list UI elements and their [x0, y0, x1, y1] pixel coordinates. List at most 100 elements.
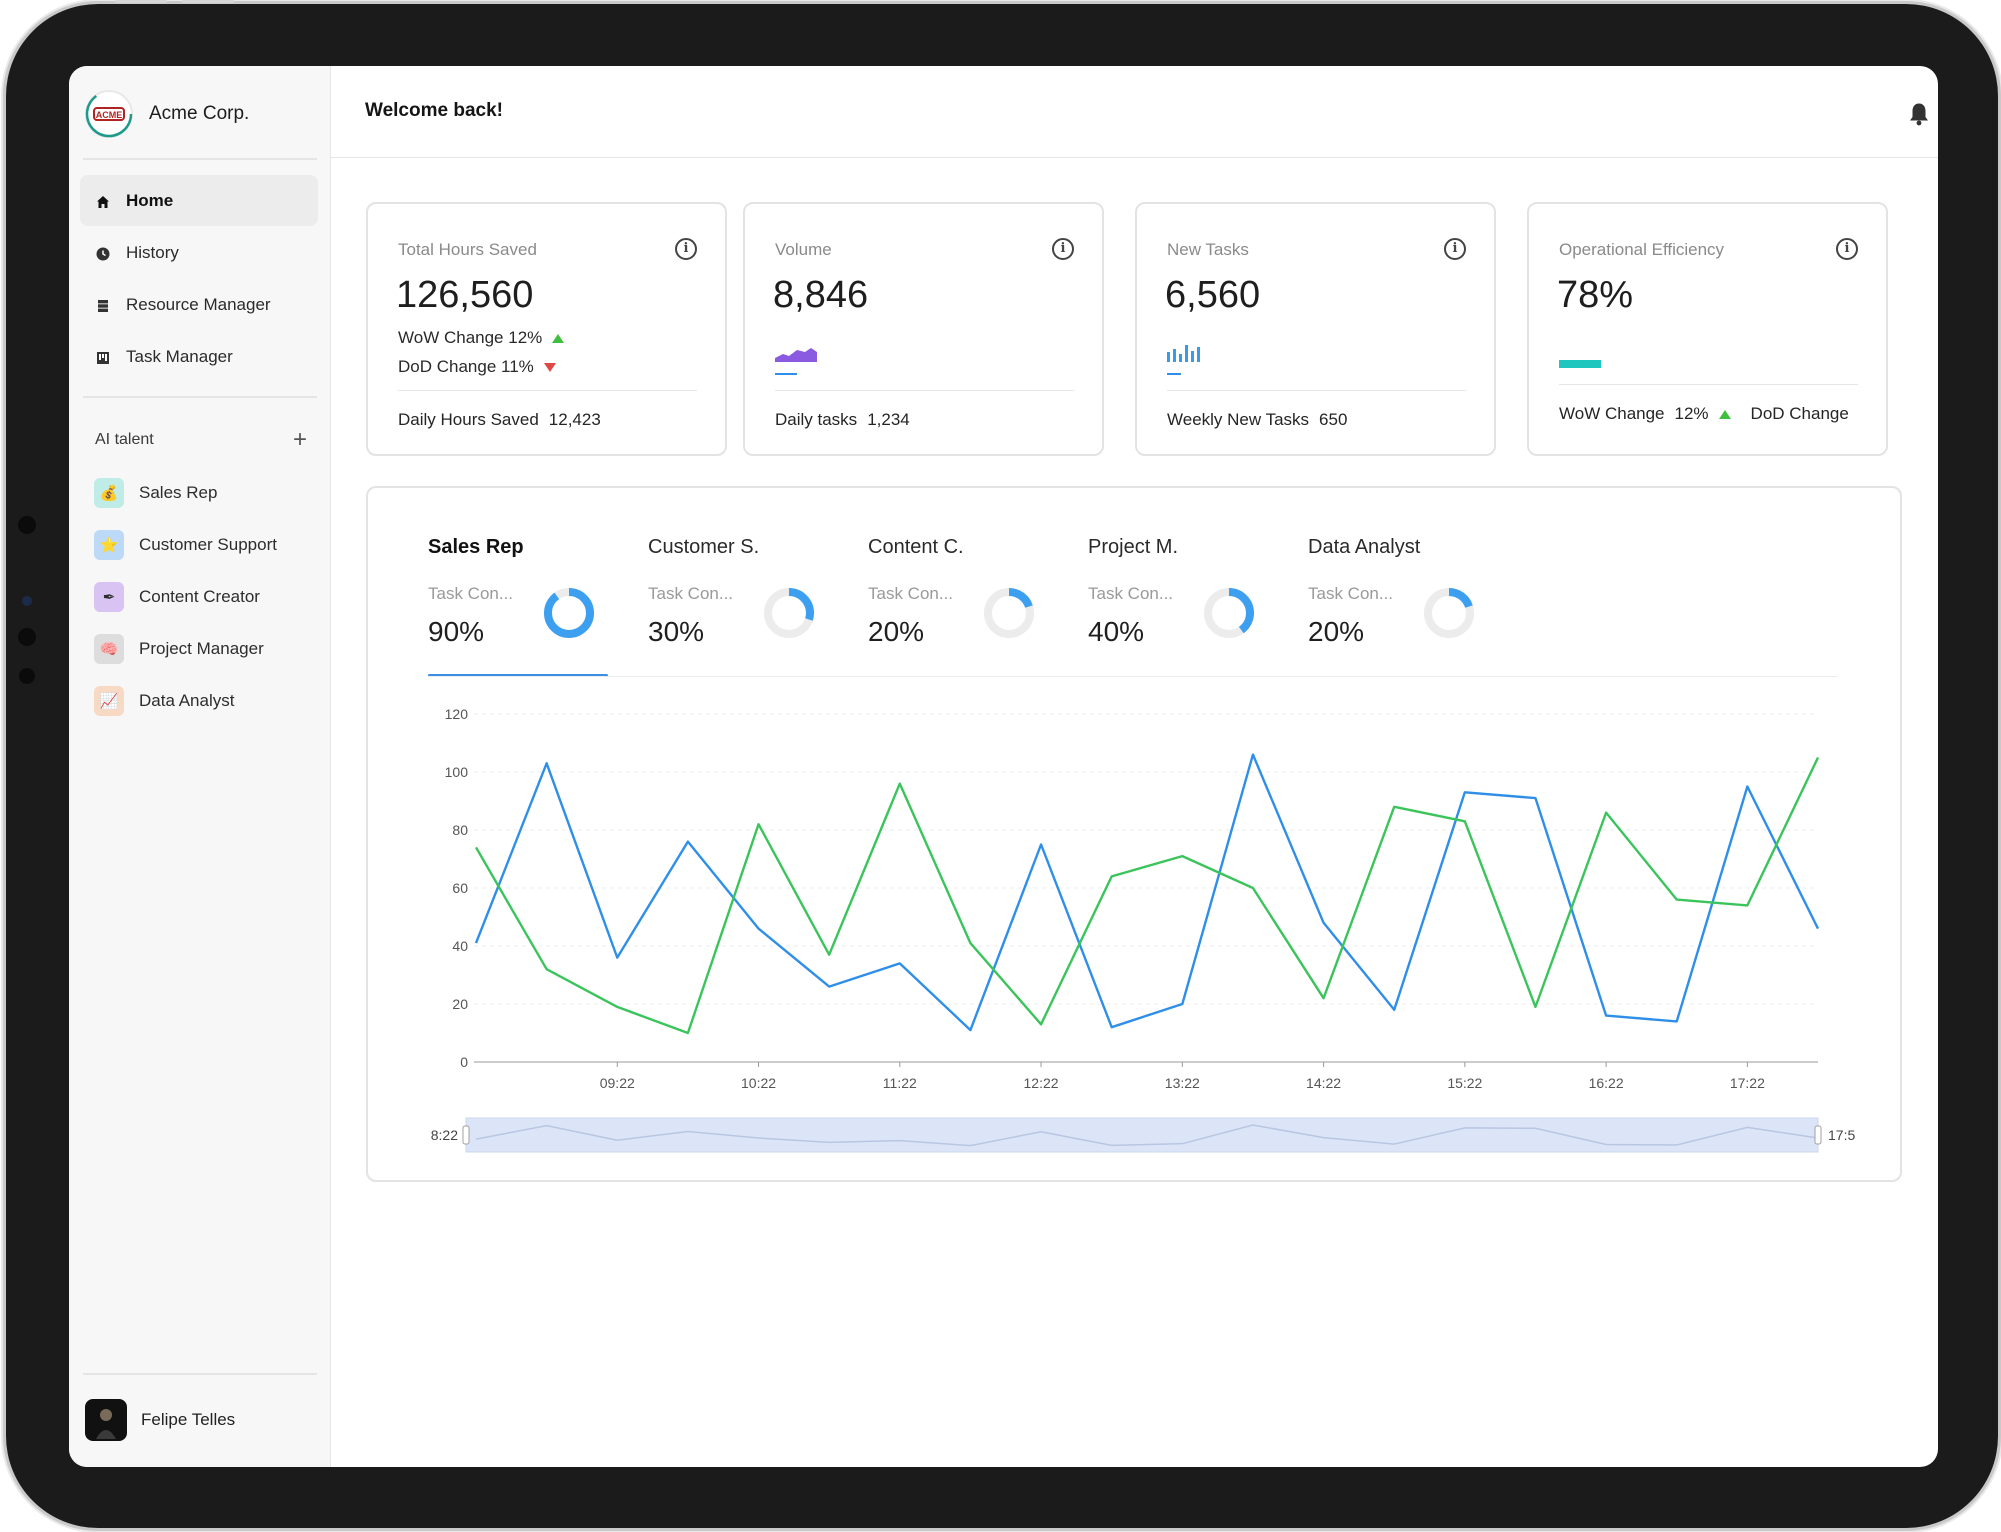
tab-name: Data Analyst	[1308, 536, 1421, 558]
stat-card-new-tasks: New Tasks i 6,560 Weekly New Tasks 650	[1135, 202, 1496, 456]
nav-item-home[interactable]: Home	[80, 175, 318, 226]
talent-label: Data Analyst	[139, 691, 235, 710]
sensor-dot	[18, 516, 36, 534]
nav-label: History	[126, 242, 179, 262]
divider	[83, 1373, 317, 1375]
foot-label: Daily Hours Saved	[398, 410, 539, 429]
hardware-button	[182, 0, 234, 3]
card-value: 78%	[1557, 274, 1634, 316]
tab-metric-label: Task Con...	[1088, 584, 1174, 603]
trend-up-icon	[1718, 409, 1731, 419]
ai-talent-header: AI talent +	[95, 428, 307, 452]
card-divider	[1167, 390, 1466, 391]
star-icon: ⭐	[94, 530, 124, 560]
talent-tab[interactable]: Content C. Task Con... 20%	[868, 536, 1068, 647]
donut-arc	[984, 588, 1034, 638]
info-icon[interactable]: i	[1444, 238, 1466, 260]
user-profile[interactable]: Felipe Telles	[85, 1399, 235, 1441]
x-tick-label: 12:22	[1024, 1075, 1059, 1091]
nav-label: Home	[126, 190, 174, 210]
card-divider	[1559, 384, 1858, 385]
nav-item-task-manager[interactable]: Task Manager	[80, 331, 318, 382]
range-preview-line	[475, 1124, 1819, 1147]
chart-icon: 📈	[94, 686, 124, 716]
progress-donut	[984, 588, 1034, 638]
y-tick-label: 40	[452, 938, 468, 954]
database-icon	[96, 298, 110, 312]
brain-icon: 🧠	[94, 634, 124, 664]
card-title: Operational Efficiency	[1559, 240, 1725, 259]
talent-item-customer-support[interactable]: ⭐ Customer Support	[94, 519, 324, 571]
card-value: 8,846	[773, 274, 869, 316]
tab-metric-value: 90%	[428, 616, 485, 647]
nav-item-history[interactable]: History	[80, 227, 318, 278]
stat-card-operational-efficiency: Operational Efficiency i 78% WoW Change 1…	[1527, 202, 1888, 456]
y-tick-label: 20	[452, 996, 468, 1012]
section-title: AI talent	[95, 431, 154, 448]
x-tick-label: 14:22	[1306, 1075, 1341, 1091]
card-title: Volume	[775, 240, 832, 259]
foot-label: Weekly New Tasks	[1167, 410, 1310, 429]
x-tick-label: 16:22	[1589, 1075, 1624, 1091]
brand-name: Acme Corp.	[149, 103, 250, 124]
talent-item-project-manager[interactable]: 🧠 Project Manager	[94, 623, 324, 675]
new-tasks-sparkline	[1167, 345, 1200, 375]
hardware-button	[115, 0, 167, 3]
talent-tab[interactable]: Customer S. Task Con... 30%	[648, 536, 848, 647]
tab-name: Customer S.	[648, 536, 760, 558]
card-title: Total Hours Saved	[398, 240, 537, 259]
main-nav: Home History Resource Manager Task Manag…	[80, 175, 318, 383]
series-line	[474, 756, 1820, 1035]
info-icon[interactable]: i	[1052, 238, 1074, 260]
tab-name: Content C.	[868, 536, 964, 558]
pen-icon: ✒	[94, 582, 124, 612]
stat-card-volume: Volume i 8,846 Daily tasks 1,234	[743, 202, 1104, 456]
sidebar: ACME Acme Corp. Home History	[69, 66, 331, 1467]
efficiency-bar	[1559, 360, 1601, 368]
talent-item-data-analyst[interactable]: 📈 Data Analyst	[94, 675, 324, 727]
bell-icon[interactable]	[1908, 102, 1930, 126]
dod-change: DoD Change 11%	[398, 357, 556, 377]
donut-arc	[1204, 588, 1254, 638]
line-chart: 0 20 40 60 80 100 120 09:22 10:22 11:22 12:22 13:22…	[431, 706, 1855, 1153]
page-title: Welcome back!	[365, 100, 503, 121]
tab-metric-value: 20%	[868, 616, 925, 647]
range-handle-end	[1814, 1125, 1822, 1145]
donut-arc	[764, 588, 814, 638]
trend-up-icon	[552, 333, 565, 343]
volume-sparkline	[775, 348, 817, 375]
tab-metric-value: 30%	[648, 616, 705, 647]
range-handle-start	[462, 1125, 470, 1145]
range-start-label: 8:22	[431, 1127, 458, 1143]
talent-tab[interactable]: Sales Rep Task Con... 90%	[428, 536, 628, 647]
info-icon[interactable]: i	[1836, 238, 1858, 260]
camera-icon	[22, 596, 32, 606]
donut-arc	[544, 588, 594, 638]
wow-change: WoW Change 12%	[398, 328, 565, 348]
sensor-dot	[19, 668, 35, 684]
card-divider	[398, 390, 697, 391]
info-icon[interactable]: i	[675, 238, 697, 260]
donut-arc	[1424, 588, 1474, 638]
x-tick-label: 17:22	[1730, 1075, 1765, 1091]
card-divider	[775, 390, 1074, 391]
range-end-label: 17:5	[1828, 1127, 1855, 1143]
avatar	[85, 1399, 127, 1441]
brand[interactable]: ACME Acme Corp.	[85, 90, 249, 138]
tab-metric-label: Task Con...	[868, 584, 954, 603]
talent-tab[interactable]: Data Analyst Task Con... 20%	[1308, 536, 1508, 647]
logo-text: ACME	[96, 110, 123, 120]
nav-item-resource-manager[interactable]: Resource Manager	[80, 279, 318, 330]
talent-item-content-creator[interactable]: ✒ Content Creator	[94, 571, 324, 623]
add-talent-button[interactable]: +	[292, 426, 307, 453]
foot-extra: DoD Change	[1750, 404, 1849, 423]
card-title: New Tasks	[1167, 240, 1249, 259]
sensor-dot	[18, 628, 36, 646]
talent-item-sales-rep[interactable]: 💰 Sales Rep	[94, 467, 324, 519]
range-selector	[465, 1117, 1819, 1153]
trend-down-icon	[543, 362, 556, 372]
wow-change-text: WoW Change 12%	[398, 328, 543, 347]
tab-metric-label: Task Con...	[1308, 584, 1394, 603]
talent-tab[interactable]: Project M. Task Con... 40%	[1088, 536, 1288, 647]
talent-chart-panel: Sales Rep Task Con... 90% Customer S. Task C…	[366, 486, 1902, 1182]
